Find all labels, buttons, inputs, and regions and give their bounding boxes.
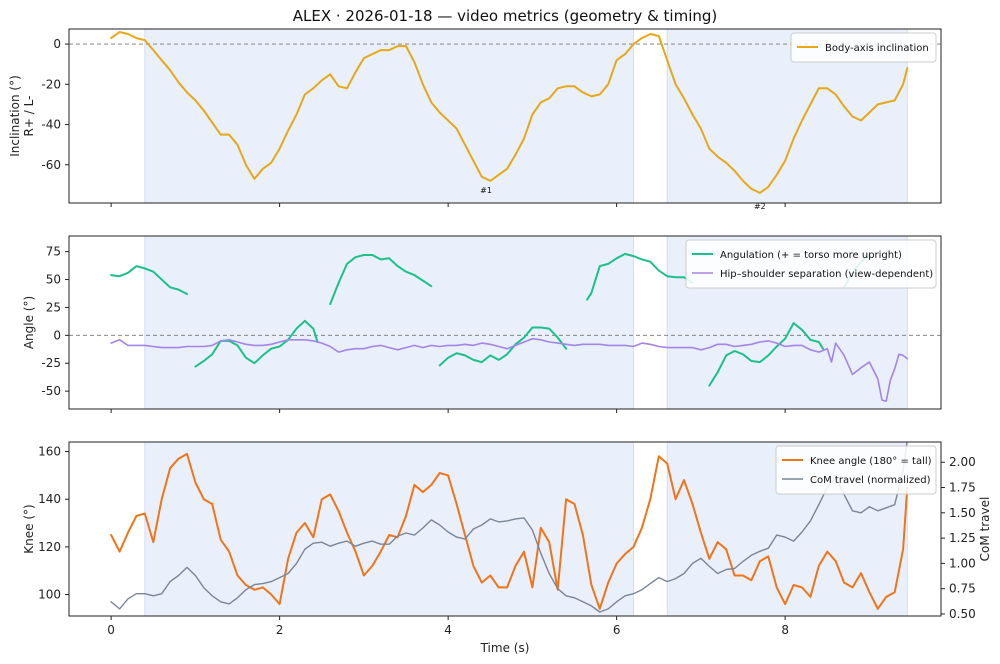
- y-tick-label: 140: [38, 492, 61, 506]
- y-axis-label: Inclination (°): [8, 75, 22, 157]
- annotation-label: #2: [754, 202, 766, 211]
- series-1-segment-5: [586, 252, 694, 301]
- series-1-segment-6: [708, 322, 824, 387]
- y-tick-label: -40: [41, 118, 61, 132]
- y-tick-label: 120: [38, 540, 61, 554]
- y-right-tick-label: 1.50: [949, 506, 976, 520]
- panel-2: 75 50 25 0 -25 -50 Angle (°) Angulation (+ = to…: [22, 235, 942, 413]
- y-axis-label: Knee (°): [22, 504, 36, 553]
- legend-entry: CoM travel (normalized): [810, 475, 931, 486]
- annotation-label: #1: [480, 186, 492, 195]
- series-1-segment-3: [329, 254, 433, 306]
- legend: Body-axis inclination: [790, 32, 937, 63]
- shaded-interval-1: [144, 235, 634, 410]
- y-tick-label: 50: [46, 273, 61, 287]
- legend-entry: Hip–shoulder separation (view-dependent): [720, 269, 933, 280]
- panel-1: 0 -20 -40 -60 Inclination (°) R+ / L- #1 #2 Body…: [8, 28, 942, 211]
- y-tick-label: 25: [46, 300, 61, 314]
- x-tick-label: 2: [276, 623, 284, 637]
- series-1-segment-4: [438, 326, 568, 367]
- axes-frame: [68, 441, 942, 617]
- y-right-tick-label: 0.50: [949, 607, 976, 621]
- panel-3: 160 140 120 100 2.00 1.75 1.50 1.25 1.00 0.75 0.50…: [22, 441, 992, 637]
- y-tick-label: -25: [41, 356, 61, 370]
- y-right-tick-label: 1.75: [949, 481, 976, 495]
- y-tick-label: -60: [41, 158, 61, 172]
- y-right-axis-label: CoM travel: [978, 497, 992, 562]
- series-2-segment-1: [110, 442, 908, 613]
- x-axis-label: Time (s): [480, 641, 530, 655]
- y-tick-label: 0: [53, 328, 61, 342]
- y-tick-label: 160: [38, 445, 61, 459]
- series-1-segment-2: [194, 319, 319, 368]
- legend-entry: Angulation (+ = torso more upright): [720, 250, 902, 261]
- axes-frame: [68, 235, 942, 410]
- series-1-segment-1: [110, 265, 188, 295]
- y-tick-label: -20: [41, 77, 61, 91]
- series-1-segment-1: [110, 31, 909, 194]
- y-tick-label: 0: [53, 37, 61, 51]
- y-right-tick-label: 1.25: [949, 531, 976, 545]
- x-tick-label: 0: [107, 623, 115, 637]
- legend: Knee angle (180° = tall) CoM travel (norm…: [775, 445, 937, 495]
- y-right-tick-label: 1.00: [949, 556, 976, 570]
- shaded-interval-1: [144, 441, 634, 617]
- y-tick-label: 100: [38, 588, 61, 602]
- y-axis-label: Angle (°): [22, 296, 36, 349]
- y-right-tick-label: 0.75: [949, 582, 976, 596]
- shaded-interval-1: [144, 28, 634, 204]
- y-axis-label: R+ / L-: [22, 96, 36, 137]
- x-tick-label: 8: [781, 623, 789, 637]
- legend-box: [685, 239, 937, 289]
- y-right-tick-label: 2.00: [949, 455, 976, 469]
- legend: Angulation (+ = torso more upright) Hip–s…: [685, 239, 937, 289]
- panels: 0 -20 -40 -60 Inclination (°) R+ / L- #1 #2 Body…: [8, 28, 992, 637]
- series-1-segment-1: [110, 452, 909, 610]
- legend-entry: Knee angle (180° = tall): [810, 456, 932, 467]
- y-tick-label: -50: [41, 384, 61, 398]
- axes-frame: [68, 28, 942, 204]
- x-tick-label: 4: [444, 623, 452, 637]
- series-2-segment-1: [110, 337, 909, 402]
- legend-box: [775, 445, 937, 495]
- chart-title: ALEX · 2026-01-18 — video metrics (geome…: [293, 7, 718, 25]
- y-tick-label: 75: [46, 245, 61, 259]
- legend-entry: Body-axis inclination: [825, 43, 929, 54]
- legend-box: [790, 32, 937, 63]
- x-tick-label: 6: [613, 623, 621, 637]
